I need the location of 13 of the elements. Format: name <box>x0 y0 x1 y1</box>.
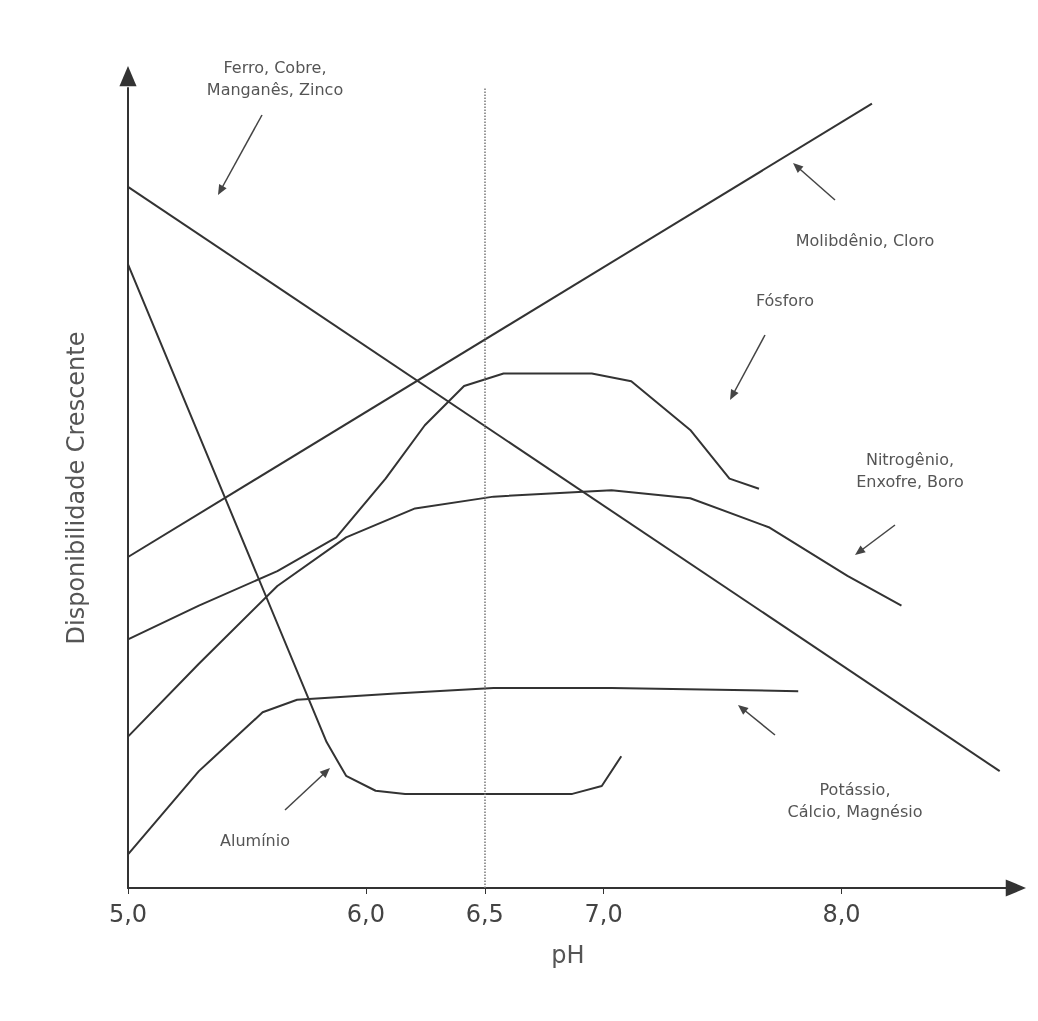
annotation: Fósforo <box>755 290 815 310</box>
annotation: Nitrogênio, Enxofre, Boro <box>856 449 964 491</box>
y-axis-title: Disponibilidade Crescente <box>62 331 90 645</box>
x-tick-label: 7,0 <box>584 900 623 928</box>
x-tick-label: 8,0 <box>822 900 861 928</box>
x-tick-label: 6,0 <box>346 900 385 928</box>
text: Ferro, Cobre, Manganês, Zinco <box>206 57 344 99</box>
x-tick-label: 6,5 <box>465 900 504 928</box>
annotation: Potássio, Cálcio, Magnésio <box>787 779 923 821</box>
annotation: Alumínio <box>220 830 290 850</box>
x-axis-title: pH <box>551 941 585 969</box>
x-tick-label: 5,0 <box>108 900 148 928</box>
annotation: Molibdênio, Cloro <box>795 230 935 250</box>
